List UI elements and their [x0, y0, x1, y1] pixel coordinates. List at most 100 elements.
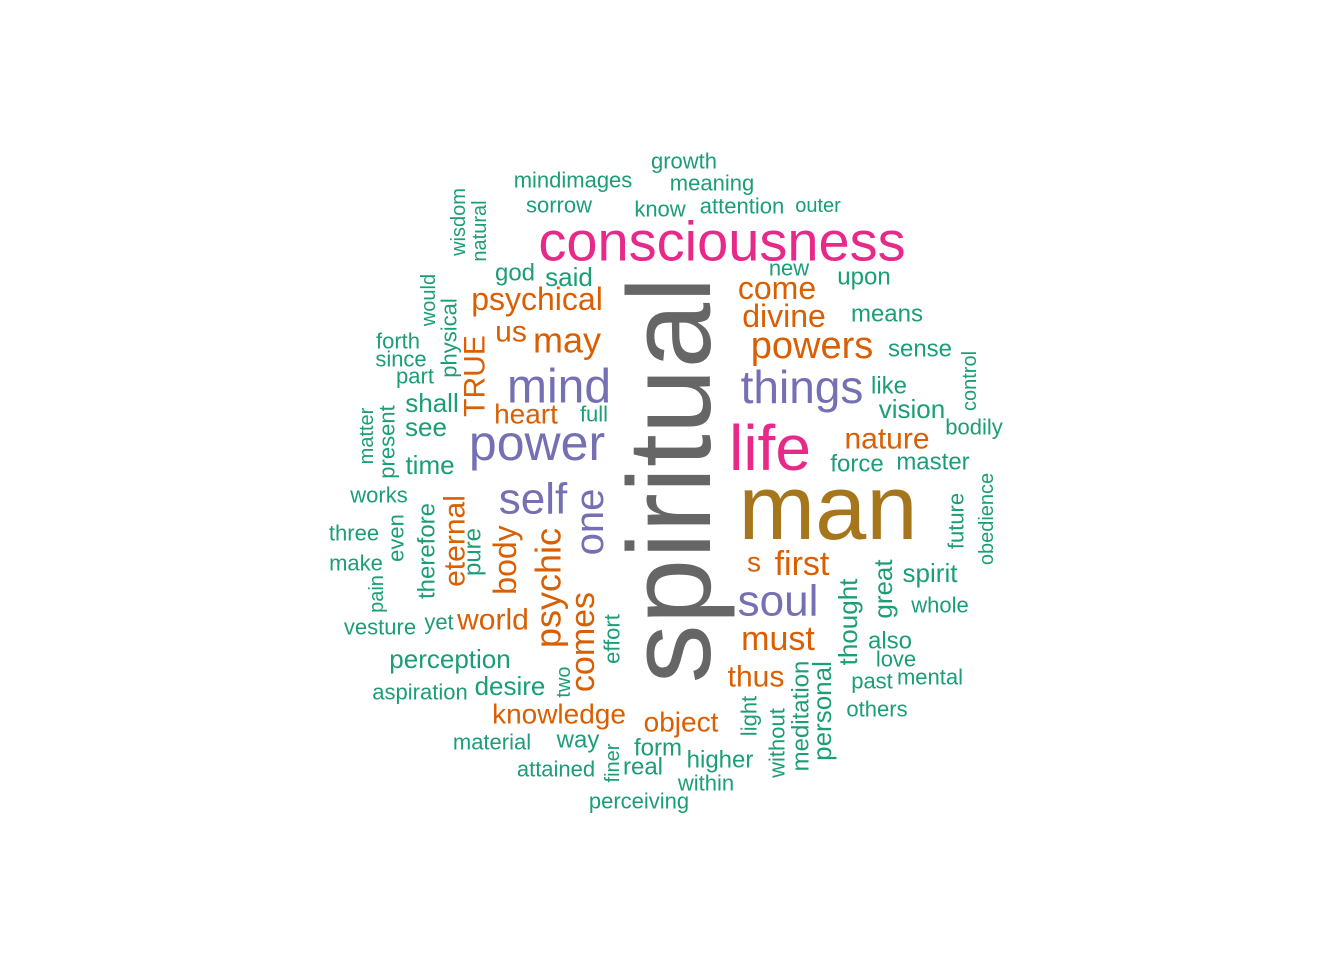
- word-forth: forth: [376, 329, 420, 354]
- word-know: know: [634, 197, 685, 222]
- word-three: three: [329, 521, 379, 546]
- word-spirit: spirit: [903, 558, 959, 588]
- word-personal: personal: [807, 661, 837, 761]
- word-self: self: [499, 475, 568, 524]
- word-come: come: [738, 270, 816, 306]
- word-psychic: psychic: [528, 528, 569, 648]
- word-things: things: [741, 361, 864, 413]
- word-desire: desire: [475, 671, 546, 701]
- word-comes: comes: [564, 592, 602, 692]
- word-heart: heart: [494, 399, 558, 430]
- word-mind: mind: [507, 361, 611, 414]
- word-vesture: vesture: [344, 615, 416, 640]
- word-object: object: [644, 707, 719, 738]
- word-perception: perception: [389, 644, 510, 674]
- word-natural: natural: [469, 200, 491, 261]
- word-power: power: [469, 415, 605, 471]
- word-must: must: [741, 620, 815, 658]
- word-upon: upon: [837, 264, 890, 291]
- word-god: god: [495, 260, 535, 287]
- word-effort: effort: [600, 614, 625, 664]
- word-matter: matter: [356, 407, 378, 464]
- word-therefore: therefore: [414, 503, 441, 599]
- word-wisdom: wisdom: [448, 188, 470, 257]
- word-time: time: [405, 450, 454, 480]
- word-aspiration: aspiration: [372, 680, 467, 705]
- word-life: life: [729, 412, 811, 484]
- word-within: within: [677, 771, 734, 796]
- word-way: way: [556, 727, 600, 754]
- word-meditation: meditation: [788, 661, 815, 772]
- word-nature: nature: [844, 423, 929, 456]
- word-real: real: [623, 754, 663, 781]
- word-material: material: [453, 730, 531, 755]
- word-pure: pure: [460, 528, 487, 576]
- word-world: world: [456, 604, 529, 637]
- word-may: may: [533, 320, 601, 361]
- word-vision: vision: [879, 394, 945, 424]
- word-mental: mental: [897, 665, 963, 690]
- word-divine: divine: [742, 298, 826, 334]
- word-powers: powers: [751, 325, 874, 367]
- word-love: love: [876, 647, 916, 672]
- word-whole: whole: [910, 593, 968, 618]
- word-full: full: [580, 402, 608, 427]
- word-master: master: [896, 449, 969, 476]
- word-sorrow: sorrow: [526, 193, 592, 218]
- word-first: first: [775, 545, 830, 583]
- word-present: present: [375, 405, 400, 478]
- word-make: make: [329, 551, 383, 576]
- word-attained: attained: [517, 757, 595, 782]
- word-others: others: [846, 697, 907, 722]
- word-pain: pain: [366, 575, 388, 613]
- word-soul: soul: [738, 577, 819, 626]
- word-perceiving: perceiving: [589, 789, 689, 814]
- word-physical: physical: [437, 298, 462, 377]
- word-part: part: [396, 364, 434, 389]
- word-psychical: psychical: [471, 281, 603, 317]
- word-outer: outer: [795, 195, 841, 217]
- word-force: force: [830, 451, 883, 478]
- word-even: even: [384, 514, 409, 562]
- word-higher: higher: [687, 747, 754, 774]
- word-said: said: [545, 262, 593, 292]
- word-s: s: [747, 547, 761, 578]
- word-spiritual: spiritual: [604, 277, 736, 684]
- word-form: form: [634, 735, 682, 762]
- word-thus: thus: [728, 661, 785, 694]
- word-consciousness: consciousness: [538, 210, 905, 273]
- word-attention: attention: [700, 194, 784, 219]
- word-yet: yet: [424, 610, 453, 635]
- word-light: light: [737, 696, 762, 736]
- word-new: new: [769, 256, 809, 281]
- word-mindimages: mindimages: [514, 168, 633, 193]
- word-would: would: [418, 274, 440, 327]
- word-bodily: bodily: [945, 415, 1002, 440]
- word-control: control: [959, 351, 981, 411]
- word-thought: thought: [833, 578, 863, 666]
- word-since: since: [375, 347, 426, 372]
- word-meaning: meaning: [670, 171, 754, 196]
- word-finer: finer: [602, 743, 624, 782]
- word-man: man: [739, 457, 918, 559]
- word-past: past: [851, 669, 893, 694]
- word-body: body: [487, 525, 523, 594]
- word-growth: growth: [651, 149, 717, 174]
- word-works: works: [349, 483, 407, 508]
- word-see: see: [405, 412, 447, 442]
- word-also: also: [868, 628, 912, 655]
- word-shall: shall: [405, 388, 458, 418]
- word-sense: sense: [888, 336, 952, 363]
- word-great: great: [868, 559, 898, 619]
- word-us: us: [495, 316, 527, 349]
- word-future: future: [944, 493, 969, 549]
- word-obedience: obedience: [976, 473, 998, 565]
- word-two: two: [553, 666, 575, 697]
- word-means: means: [851, 301, 923, 328]
- word-like: like: [871, 373, 907, 400]
- word-true: TRUE: [459, 335, 492, 417]
- word-eternal: eternal: [439, 495, 472, 587]
- word-one: one: [568, 489, 612, 556]
- word-knowledge: knowledge: [492, 699, 626, 730]
